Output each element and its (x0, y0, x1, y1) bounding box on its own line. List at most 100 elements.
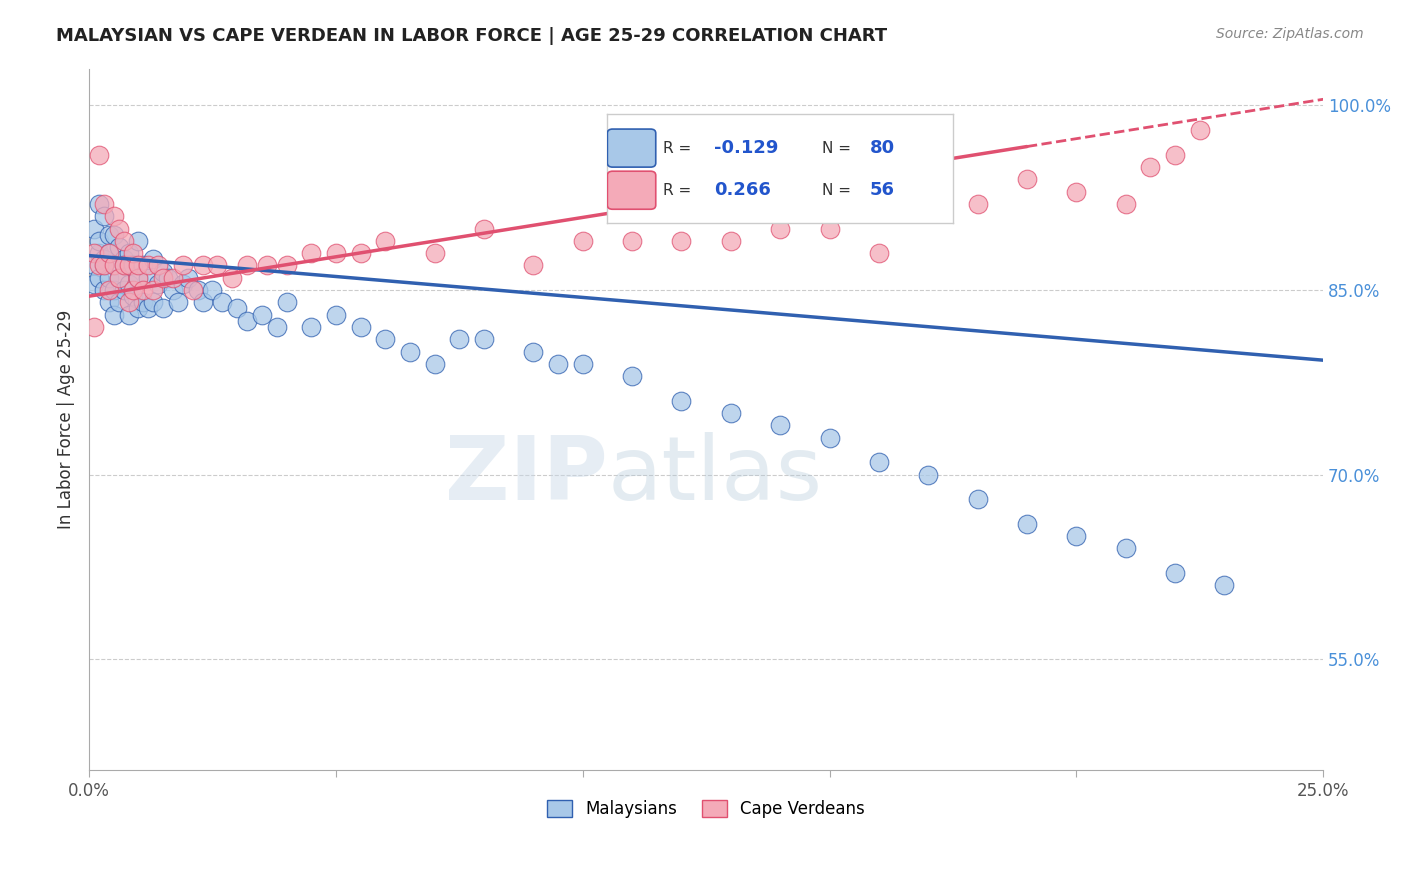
Point (136, 259, 159, 273)
Point (87, 246, 110, 260)
Point (97, 295, 120, 310)
Point (97, 227, 120, 242)
Point (83, 277, 105, 291)
Point (868, 246, 890, 260)
Point (720, 234, 742, 248)
Point (266, 320, 288, 334)
Point (97, 246, 120, 260)
Point (117, 295, 139, 310)
Point (191, 295, 214, 310)
Point (103, 308, 125, 322)
Point (112, 234, 135, 248)
Point (1066, 529, 1088, 543)
Point (325, 308, 347, 322)
Point (142, 283, 165, 297)
Point (868, 455, 890, 469)
Point (325, 246, 347, 260)
Point (107, 270, 129, 285)
Point (148, 259, 170, 273)
Point (177, 270, 200, 285)
Point (236, 314, 259, 328)
Point (132, 295, 155, 310)
Point (136, 301, 159, 316)
Point (769, 221, 792, 235)
Point (276, 259, 298, 273)
Point (127, 234, 149, 248)
Point (472, 221, 495, 235)
Point (374, 332, 396, 346)
Point (122, 259, 145, 273)
Point (349, 320, 371, 334)
Legend: Malaysians, Cape Verdeans: Malaysians, Cape Verdeans (540, 793, 872, 825)
Point (818, 221, 841, 235)
Point (349, 246, 371, 260)
Point (87, 197, 110, 211)
Point (621, 369, 644, 384)
Point (191, 259, 214, 273)
Point (399, 344, 422, 359)
Point (1164, 566, 1187, 580)
Point (112, 259, 135, 273)
Point (93, 283, 115, 297)
Point (83, 259, 105, 273)
Point (1066, 185, 1088, 199)
Point (117, 259, 139, 273)
Point (167, 295, 190, 310)
Point (97, 270, 120, 285)
Point (93, 252, 115, 267)
Point (136, 270, 159, 285)
Point (276, 295, 298, 310)
Point (87, 259, 110, 273)
Point (162, 283, 184, 297)
Point (423, 246, 446, 260)
Point (93, 209, 115, 223)
Point (83, 221, 105, 235)
Point (117, 277, 139, 291)
Point (107, 221, 129, 235)
Point (226, 301, 249, 316)
Point (236, 259, 259, 273)
Point (103, 283, 125, 297)
Point (122, 246, 145, 260)
Point (671, 234, 693, 248)
Point (374, 234, 396, 248)
Point (117, 308, 139, 322)
Point (157, 270, 180, 285)
Point (122, 283, 145, 297)
Point (201, 283, 224, 297)
Point (127, 259, 149, 273)
Point (87, 234, 110, 248)
Point (97, 283, 120, 297)
Text: ZIP: ZIP (444, 432, 607, 519)
Point (966, 492, 988, 507)
Point (112, 252, 135, 267)
Point (207, 259, 229, 273)
Point (107, 295, 129, 310)
Point (172, 259, 194, 273)
Point (250, 308, 273, 322)
Point (299, 320, 322, 334)
Text: atlas: atlas (607, 432, 823, 519)
Point (547, 357, 569, 371)
Point (299, 246, 322, 260)
Point (917, 197, 939, 211)
Point (1188, 123, 1211, 137)
Point (966, 197, 988, 211)
Point (112, 283, 135, 297)
Point (152, 264, 174, 278)
Point (720, 406, 742, 420)
Point (107, 270, 129, 285)
Point (142, 252, 165, 267)
Point (103, 259, 125, 273)
Point (1213, 578, 1236, 592)
Point (103, 209, 125, 223)
Point (148, 277, 170, 291)
Point (769, 418, 792, 433)
Point (97, 246, 120, 260)
Point (107, 240, 129, 254)
Point (1139, 160, 1161, 174)
Y-axis label: In Labor Force | Age 25-29: In Labor Force | Age 25-29 (58, 310, 75, 529)
Point (132, 283, 155, 297)
Point (87, 270, 110, 285)
Point (1164, 147, 1187, 161)
